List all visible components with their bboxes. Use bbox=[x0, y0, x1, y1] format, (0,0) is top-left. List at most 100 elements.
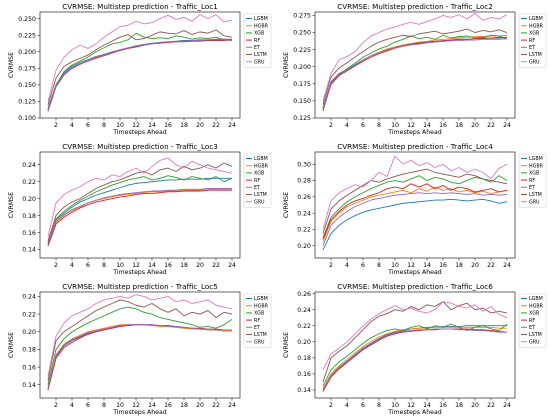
y-axis-label: CVRMSE bbox=[283, 192, 290, 218]
x-tick-label: 4 bbox=[70, 402, 74, 409]
legend-label: HGBR bbox=[254, 303, 269, 309]
x-tick-label: 12 bbox=[132, 402, 140, 409]
legend-label: XGB bbox=[529, 31, 539, 37]
chart-svg: CVRMSE: Multistep prediction - Traffic_L… bbox=[283, 282, 547, 416]
legend-label: GRU bbox=[254, 199, 265, 205]
y-tick-label: 0.14 bbox=[22, 382, 36, 389]
y-tick-label: 0.150 bbox=[18, 82, 36, 89]
legend-label: ET bbox=[529, 45, 535, 51]
series-line-lgbm bbox=[322, 325, 507, 391]
y-tick-label: 0.18 bbox=[22, 213, 36, 220]
legend-label: RF bbox=[529, 38, 535, 44]
y-tick-label: 0.20 bbox=[22, 196, 36, 203]
x-tick-label: 20 bbox=[196, 262, 204, 269]
plot-frame bbox=[39, 11, 241, 119]
x-tick-label: 16 bbox=[164, 262, 172, 269]
series-line-hgbr bbox=[47, 188, 232, 245]
y-tick-label: 0.125 bbox=[293, 115, 311, 122]
legend-label: ET bbox=[254, 185, 260, 191]
x-tick-label: 12 bbox=[407, 262, 415, 269]
legend-label: RF bbox=[529, 178, 535, 184]
legend-label: LGBM bbox=[254, 296, 268, 302]
legend-label: XGB bbox=[529, 171, 539, 177]
series-line-et bbox=[47, 324, 232, 389]
legend-label: RF bbox=[254, 38, 260, 44]
y-tick-label: 0.30 bbox=[297, 161, 311, 168]
y-tick-label: 0.175 bbox=[293, 81, 311, 88]
x-tick-label: 22 bbox=[487, 402, 495, 409]
y-tick-label: 0.100 bbox=[18, 115, 36, 122]
x-tick-label: 2 bbox=[54, 262, 58, 269]
series-line-et bbox=[322, 192, 508, 246]
legend-label: ET bbox=[254, 45, 260, 51]
chart-title: CVRMSE: Multistep prediction - Traffic_L… bbox=[337, 2, 493, 11]
series-line-gru bbox=[322, 301, 508, 371]
x-tick-label: 4 bbox=[345, 262, 349, 269]
legend-label: GRU bbox=[254, 59, 265, 65]
x-tick-label: 22 bbox=[212, 402, 220, 409]
x-tick-label: 2 bbox=[329, 402, 333, 409]
y-tick-label: 0.22 bbox=[22, 311, 36, 318]
series-line-hgbr bbox=[47, 324, 232, 388]
x-tick-label: 18 bbox=[455, 262, 463, 269]
x-tick-label: 8 bbox=[102, 402, 106, 409]
x-tick-label: 16 bbox=[164, 402, 172, 409]
x-axis-label: Timesteps Ahead bbox=[387, 409, 441, 416]
legend-label: XGB bbox=[254, 171, 264, 177]
y-tick-label: 0.250 bbox=[18, 16, 36, 23]
series-line-xgb bbox=[322, 323, 508, 387]
chart-svg: CVRMSE: Multistep prediction - Traffic_L… bbox=[283, 2, 547, 136]
x-tick-label: 8 bbox=[377, 262, 381, 269]
chart-svg: CVRMSE: Multistep prediction - Traffic_L… bbox=[8, 142, 272, 276]
x-tick-label: 8 bbox=[102, 262, 106, 269]
legend-label: LSTM bbox=[529, 332, 542, 338]
x-tick-label: 24 bbox=[228, 262, 236, 269]
x-tick-label: 10 bbox=[116, 262, 124, 269]
x-tick-label: 20 bbox=[196, 402, 204, 409]
x-tick-label: 12 bbox=[132, 262, 140, 269]
x-tick-label: 10 bbox=[391, 122, 399, 129]
x-tick-label: 6 bbox=[86, 122, 90, 129]
x-tick-label: 4 bbox=[70, 262, 74, 269]
y-tick-label: 0.18 bbox=[297, 355, 311, 362]
y-tick-label: 0.200 bbox=[18, 49, 36, 56]
x-tick-label: 18 bbox=[455, 402, 463, 409]
x-tick-label: 22 bbox=[487, 262, 495, 269]
y-tick-label: 0.26 bbox=[297, 291, 311, 298]
y-tick-label: 0.20 bbox=[22, 329, 36, 336]
x-tick-label: 16 bbox=[439, 262, 447, 269]
y-axis-label: CVRMSE bbox=[283, 332, 290, 358]
chart-svg: CVRMSE: Multistep prediction - Traffic_L… bbox=[8, 282, 272, 416]
x-tick-label: 6 bbox=[86, 402, 90, 409]
x-axis-label: Timesteps Ahead bbox=[112, 409, 166, 416]
series-line-xgb bbox=[47, 306, 233, 385]
x-axis-label: Timesteps Ahead bbox=[112, 269, 166, 276]
x-tick-label: 20 bbox=[471, 122, 479, 129]
series-line-xgb bbox=[322, 34, 508, 112]
x-tick-label: 18 bbox=[180, 122, 188, 129]
y-tick-label: 0.200 bbox=[293, 64, 311, 71]
legend-label: RF bbox=[529, 318, 535, 324]
chart-title: CVRMSE: Multistep prediction - Traffic_L… bbox=[62, 142, 218, 151]
legend-label: LSTM bbox=[254, 52, 267, 58]
x-tick-label: 2 bbox=[329, 262, 333, 269]
y-tick-label: 0.24 bbox=[297, 307, 311, 314]
chart-title: CVRMSE: Multistep prediction - Traffic_L… bbox=[337, 282, 493, 291]
series-line-et bbox=[47, 188, 232, 244]
x-tick-label: 4 bbox=[345, 122, 349, 129]
x-axis-label: Timesteps Ahead bbox=[387, 269, 441, 276]
x-tick-label: 6 bbox=[361, 122, 365, 129]
y-tick-label: 0.150 bbox=[293, 98, 311, 105]
chart-panel-6: CVRMSE: Multistep prediction - Traffic_L… bbox=[275, 280, 550, 420]
legend-label: XGB bbox=[254, 311, 264, 317]
series-line-et bbox=[322, 328, 507, 391]
y-tick-label: 0.16 bbox=[22, 364, 36, 371]
plot-frame bbox=[314, 291, 516, 399]
series-line-lgbm bbox=[47, 324, 232, 390]
x-tick-label: 24 bbox=[503, 402, 511, 409]
legend-label: LGBM bbox=[529, 16, 543, 22]
x-tick-label: 2 bbox=[329, 122, 333, 129]
legend-label: GRU bbox=[529, 339, 540, 345]
y-tick-label: 0.16 bbox=[22, 230, 36, 237]
legend-label: HGBR bbox=[254, 163, 269, 169]
